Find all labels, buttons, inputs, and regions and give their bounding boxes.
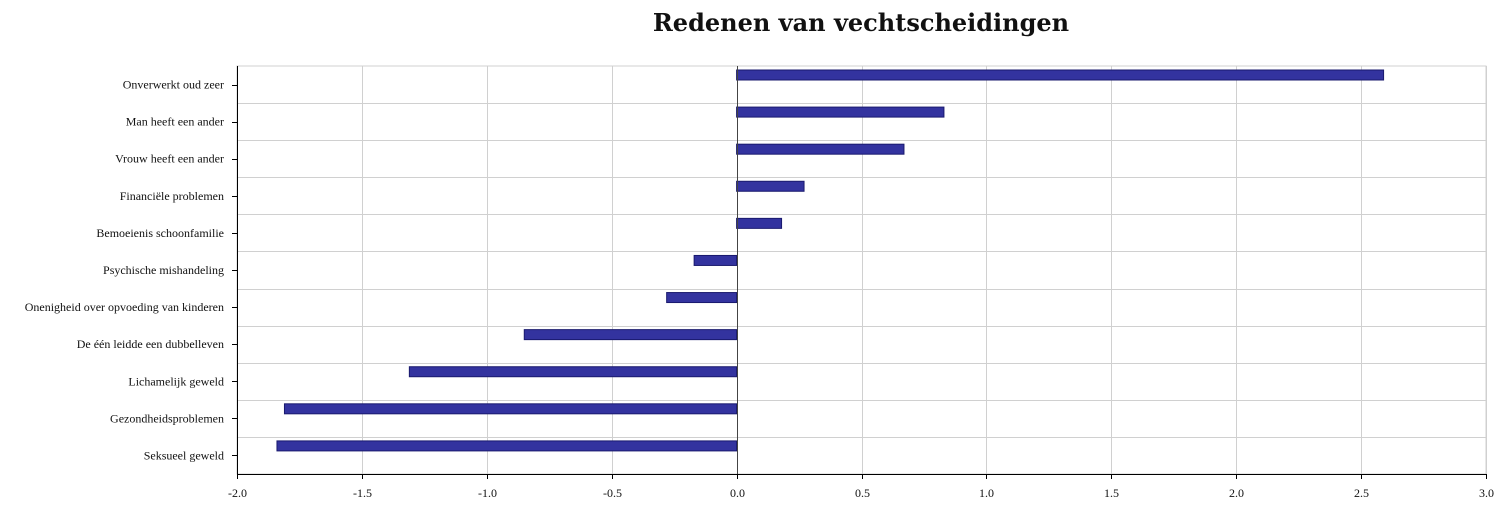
bar-11 xyxy=(276,440,738,452)
bar-3 xyxy=(736,143,905,155)
x-tick-labels: -2.0 -1.5 -1.0 -0.5 0.0 0.5 1.0 1.5 2.0 2.5 3.0 xyxy=(228,486,1494,500)
x-tick-label: 2.5 xyxy=(1354,486,1369,500)
category-label: Seksueel geweld xyxy=(144,448,224,462)
x-tick-label: 1.0 xyxy=(979,486,994,500)
chart-title: Redenen van vechtscheidingen xyxy=(652,8,1070,37)
bar-5 xyxy=(736,217,783,229)
bar-6 xyxy=(693,254,738,266)
category-label: Onenigheid over opvoeding van kinderen xyxy=(25,300,224,314)
x-tick-label: 2.0 xyxy=(1229,486,1244,500)
x-tick-label: -0.5 xyxy=(603,486,622,500)
bar-1 xyxy=(736,69,1385,81)
category-label: Psychische mishandeling xyxy=(103,263,224,277)
bar-8 xyxy=(523,329,738,341)
x-tick-label: -1.0 xyxy=(478,486,497,500)
x-tick-label: 1.5 xyxy=(1104,486,1119,500)
x-tick-label: 0.5 xyxy=(855,486,870,500)
category-label: Vrouw heeft een ander xyxy=(115,152,224,166)
category-label: Man heeft een ander xyxy=(126,115,224,129)
bar-2 xyxy=(736,106,945,118)
category-label: Bemoeienis schoonfamilie xyxy=(96,226,224,240)
bar-10 xyxy=(283,403,738,415)
bar-4 xyxy=(736,180,805,192)
category-label: Gezondheidsproblemen xyxy=(110,411,224,425)
bar-7 xyxy=(666,292,738,304)
category-label: De één leidde een dubbelleven xyxy=(77,337,224,351)
bar-9 xyxy=(408,366,738,378)
x-tick-label: 3.0 xyxy=(1479,486,1494,500)
category-label: Onverwerkt oud zeer xyxy=(123,78,224,92)
category-label: Financiële problemen xyxy=(120,189,224,203)
category-label: Lichamelijk geweld xyxy=(128,374,224,388)
bars xyxy=(276,69,1385,452)
x-tick-label: -1.5 xyxy=(353,486,372,500)
category-labels: Onverwerkt oud zeer Man heeft een ander Vr… xyxy=(25,78,224,463)
axes xyxy=(232,66,1487,479)
x-tick-label: -2.0 xyxy=(228,486,247,500)
x-tick-label: 0.0 xyxy=(730,486,745,500)
